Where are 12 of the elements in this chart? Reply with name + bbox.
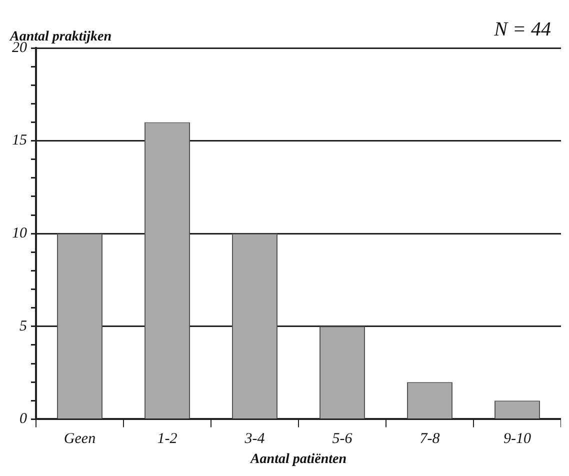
text: N = 44 xyxy=(493,18,551,40)
x-tick-label: Geen xyxy=(64,431,96,448)
y-tick-label: 10 xyxy=(12,226,28,242)
x-tick-label: 5-6 xyxy=(332,431,353,448)
x-tick-label: 7-8 xyxy=(420,431,440,448)
x-tick-label: 3-4 xyxy=(244,431,266,448)
x-axis-title: Aantal patiënten xyxy=(249,452,347,468)
y-tick-label: 15 xyxy=(12,132,28,149)
x-tick-label: 9-10 xyxy=(504,431,532,448)
x-tick-label: 1-2 xyxy=(157,431,178,448)
y-tick-label: 5 xyxy=(20,318,28,334)
y-tick-label: 0 xyxy=(20,411,28,428)
